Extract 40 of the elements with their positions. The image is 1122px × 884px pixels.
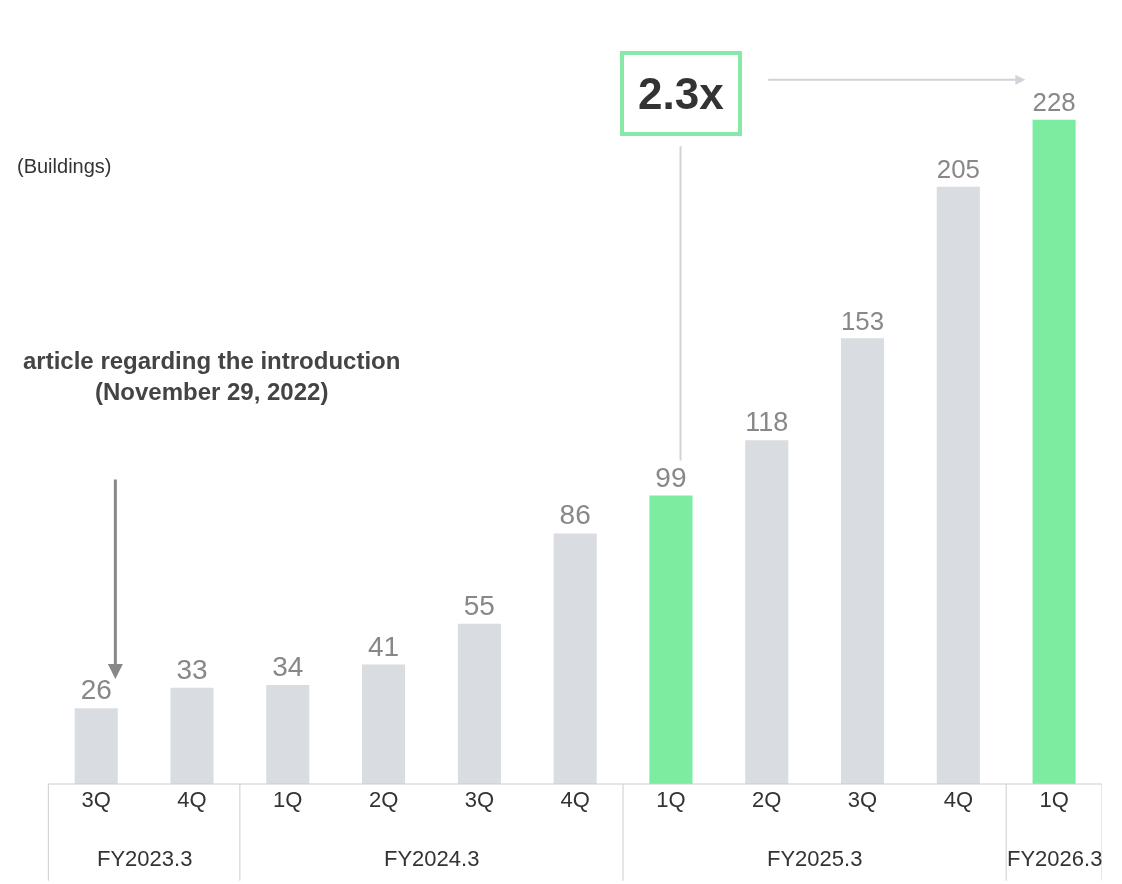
bar (649, 495, 693, 784)
bar (170, 687, 214, 784)
annotation: (Buildings) (17, 155, 112, 177)
data-label: 153 (840, 306, 885, 335)
data-label: 34 (272, 650, 304, 682)
data-label: 33 (176, 653, 208, 685)
x-tick-label: 1Q (1039, 787, 1069, 812)
bar (362, 664, 406, 784)
text: FY2025.3 (767, 846, 863, 871)
data-label: 86 (559, 499, 591, 531)
bar (74, 708, 118, 784)
x-tick-label: 4Q (177, 787, 207, 812)
bar (745, 440, 789, 784)
text: 2.3x (638, 69, 725, 118)
x-tick-label: 1Q (656, 787, 686, 812)
annotation: article regarding the introduction (November 29, 2022) (23, 347, 401, 406)
bar (457, 623, 501, 784)
x-tick-label: 3Q (464, 787, 495, 812)
bar (840, 338, 885, 784)
data-label: 99 (655, 461, 687, 493)
text: FY2023.3 (97, 846, 193, 871)
data-label: 55 (463, 589, 495, 621)
text: FY2024.3 (384, 846, 480, 871)
data-label: 228 (1032, 88, 1076, 117)
x-tick-label: 3Q (847, 787, 878, 812)
data-label: 41 (368, 630, 400, 662)
bar (553, 533, 597, 784)
text: FY2026.3 (1007, 846, 1103, 871)
bar (266, 684, 310, 784)
data-label: 205 (936, 155, 980, 184)
x-tick-label: 4Q (943, 787, 973, 812)
x-tick-label: 1Q (273, 787, 303, 812)
data-label: 118 (745, 407, 789, 438)
x-tick-label: 4Q (560, 787, 590, 812)
bar (1032, 119, 1076, 784)
bar (936, 186, 980, 784)
x-tick-label: 2Q (368, 787, 399, 812)
x-tick-label: 2Q (752, 787, 782, 812)
data-label: 26 (80, 674, 112, 706)
x-tick-label: 3Q (81, 787, 111, 812)
